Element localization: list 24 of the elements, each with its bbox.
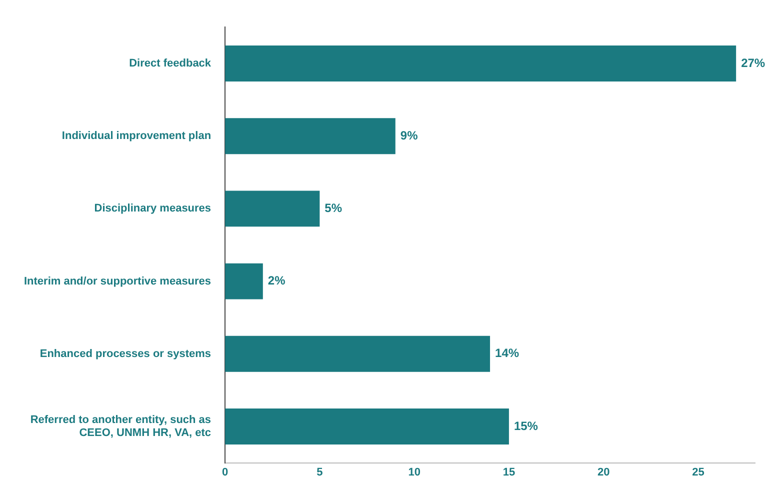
data-label: 15% xyxy=(514,418,538,433)
data-label: 9% xyxy=(400,128,418,142)
bar xyxy=(225,408,509,444)
x-tick-label: 10 xyxy=(408,466,420,478)
data-label: 14% xyxy=(495,346,520,360)
data-label: 2% xyxy=(268,274,286,288)
x-tick-label: 20 xyxy=(597,466,610,478)
bar xyxy=(225,46,736,82)
x-tick-label: 5 xyxy=(316,466,323,478)
bar xyxy=(225,263,263,300)
y-tick-label: Direct feedback xyxy=(129,58,212,70)
y-tick-label: Interim and/or supportive measures xyxy=(24,275,212,288)
y-tick-label: Individual improvement plan xyxy=(62,130,212,142)
data-label: 5% xyxy=(324,201,342,216)
x-tick-label: 0 xyxy=(222,466,228,478)
y-tick-label: Disciplinary measures xyxy=(94,202,212,215)
y-tick-label: Enhanced processes or systems xyxy=(40,348,212,360)
x-tick-label: 15 xyxy=(502,466,516,478)
y-tick-label: Referred to another entity, such as CEEO, UNMH HR, VA, etc xyxy=(30,414,212,440)
bar xyxy=(225,336,490,372)
bar xyxy=(225,118,396,154)
bar xyxy=(225,190,320,227)
x-tick-label: 25 xyxy=(692,466,704,478)
data-label: 27% xyxy=(741,56,766,70)
